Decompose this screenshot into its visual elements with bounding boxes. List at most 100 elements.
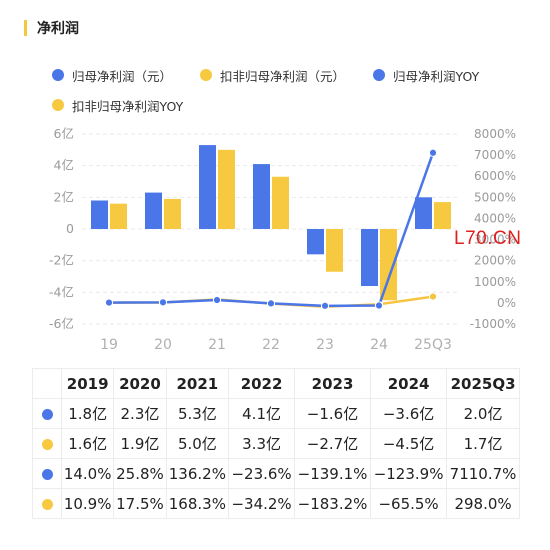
- table-row: 10.9% 17.5% 168.3% −34.2% −183.2% −65.5%…: [32, 488, 520, 519]
- table-cell: −123.9%: [370, 458, 448, 489]
- table-cell: 1.9亿: [113, 428, 167, 459]
- table-cell: −3.6亿: [370, 398, 448, 429]
- table-cell: −183.2%: [293, 488, 372, 519]
- legend-item-deducted-net-profit-yoy[interactable]: 扣非归母净利润YOY: [52, 90, 183, 120]
- line-point: [374, 301, 384, 310]
- y-right-tick-label: 7000%: [474, 148, 516, 162]
- bar: [218, 149, 235, 229]
- table-cell: 1.6亿: [60, 428, 115, 459]
- row-marker-cell: [32, 488, 62, 519]
- bar: [307, 229, 324, 255]
- table-header-cell: 2022: [228, 368, 295, 399]
- legend-label: 扣非归母净利润（元）: [220, 68, 346, 84]
- table-cell: −1.6亿: [293, 398, 372, 429]
- table-header-cell: 2023: [293, 368, 372, 399]
- x-tick-label: 22: [262, 337, 280, 353]
- x-tick-label: 25Q3: [414, 337, 452, 353]
- bar: [110, 203, 127, 229]
- bar: [145, 192, 162, 229]
- y-left-tick-label: 4亿: [54, 158, 74, 173]
- table-cell: −2.7亿: [293, 428, 372, 459]
- y-left-tick-label: -6亿: [49, 316, 74, 331]
- legend-item-deducted-net-profit[interactable]: 扣非归母净利润（元）: [200, 60, 345, 90]
- bar: [326, 229, 343, 272]
- legend-item-parent-net-profit-yoy[interactable]: 归母净利润YOY: [373, 60, 479, 90]
- table-header-cell: 2024: [370, 368, 448, 399]
- table-cell: −34.2%: [228, 488, 295, 519]
- table-cell: 4.1亿: [228, 398, 295, 429]
- table-cell: 14.0%: [60, 458, 115, 489]
- legend-dot-icon: [373, 69, 385, 81]
- y-right-tick-label: 1000%: [474, 275, 516, 289]
- legend-item-parent-net-profit[interactable]: 归母净利润（元）: [52, 60, 172, 90]
- table-cell: 168.3%: [165, 488, 230, 519]
- row-dot-icon: [41, 498, 53, 510]
- legend-label: 归母净利润（元）: [72, 68, 173, 84]
- legend-label: 扣非归母净利润YOY: [72, 98, 184, 114]
- line-point: [266, 299, 276, 308]
- table-header-cell: 2019: [60, 368, 115, 399]
- line-point: [428, 292, 438, 301]
- title-accent-bar: [24, 20, 27, 36]
- y-right-tick-label: 3000%: [474, 233, 516, 247]
- bar: [253, 164, 270, 229]
- table-cell: 7110.7%: [446, 458, 520, 489]
- bar: [91, 200, 108, 229]
- table-header-row: 2019 2020 2021 2022 2023 2024 2025Q3: [32, 368, 520, 399]
- table-cell: 2.0亿: [446, 398, 520, 429]
- row-dot-icon: [41, 438, 53, 450]
- table-cell: 25.8%: [113, 458, 167, 489]
- table-corner-cell: [32, 368, 62, 399]
- table-cell: 17.5%: [113, 488, 167, 519]
- y-right-tick-label: 0%: [497, 296, 516, 310]
- table-cell: 3.3亿: [228, 428, 295, 459]
- bar: [272, 176, 289, 229]
- chart-legend: 归母净利润（元） 扣非归母净利润（元） 归母净利润YOY 扣非归母净利润YOY: [52, 60, 522, 120]
- legend-dot-icon: [52, 69, 64, 81]
- line-point: [428, 148, 438, 157]
- row-dot-icon: [41, 408, 53, 420]
- legend-label: 归母净利润YOY: [393, 68, 480, 84]
- y-right-tick-label: -1000%: [470, 317, 516, 331]
- y-left-tick-label: 2亿: [54, 189, 74, 204]
- bar: [361, 229, 378, 286]
- line-point: [212, 295, 222, 305]
- y-left-tick-label: 0: [66, 221, 74, 236]
- table-cell: −4.5亿: [370, 428, 448, 459]
- page-title: 净利润: [37, 21, 79, 37]
- bar: [199, 145, 216, 229]
- table-cell: 1.7亿: [446, 428, 520, 459]
- table-header-cell: 2021: [165, 368, 230, 399]
- row-marker-cell: [32, 428, 62, 459]
- table-cell: 2.3亿: [113, 398, 167, 429]
- line-point: [104, 298, 114, 307]
- net-profit-chart: 6亿 4亿 2亿 0 -2亿 -4亿 -6亿 8000% 7000% 6000% 5000% 4000…: [49, 126, 516, 353]
- net-profit-table: 2019 2020 2021 2022 2023 2024 2025Q3 1.8…: [32, 368, 520, 519]
- table-cell: 136.2%: [165, 458, 230, 489]
- section-header: 净利润: [24, 18, 79, 38]
- y-right-tick-label: 4000%: [474, 211, 516, 225]
- x-tick-label: 24: [370, 337, 388, 353]
- legend-dot-icon: [200, 69, 212, 81]
- table-cell: 298.0%: [446, 488, 520, 519]
- row-marker-cell: [32, 458, 62, 489]
- bar: [380, 229, 397, 301]
- row-dot-icon: [41, 468, 53, 480]
- legend-dot-icon: [52, 99, 64, 111]
- y-right-tick-label: 5000%: [474, 190, 516, 204]
- y-left-tick-label: -2亿: [49, 253, 74, 268]
- table-cell: 1.8亿: [60, 398, 115, 429]
- bar: [434, 202, 451, 229]
- table-cell: 10.9%: [60, 488, 115, 519]
- bar: [164, 198, 181, 229]
- row-marker-cell: [32, 398, 62, 429]
- x-tick-label: 23: [316, 337, 334, 353]
- y-right-tick-label: 2000%: [474, 254, 516, 268]
- y-left-tick-label: 6亿: [54, 126, 74, 141]
- x-tick-label: 20: [154, 337, 172, 353]
- table-row: 1.8亿 2.3亿 5.3亿 4.1亿 −1.6亿 −3.6亿 2.0亿: [32, 398, 520, 429]
- table-header-cell: 2025Q3: [446, 368, 520, 399]
- x-tick-label: 21: [208, 337, 226, 353]
- table-cell: −23.6%: [228, 458, 295, 489]
- x-tick-label: 19: [100, 337, 118, 353]
